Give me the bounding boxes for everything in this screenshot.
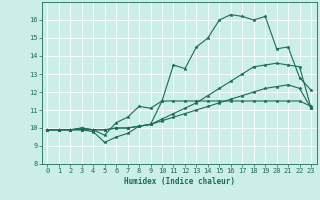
X-axis label: Humidex (Indice chaleur): Humidex (Indice chaleur) xyxy=(124,177,235,186)
